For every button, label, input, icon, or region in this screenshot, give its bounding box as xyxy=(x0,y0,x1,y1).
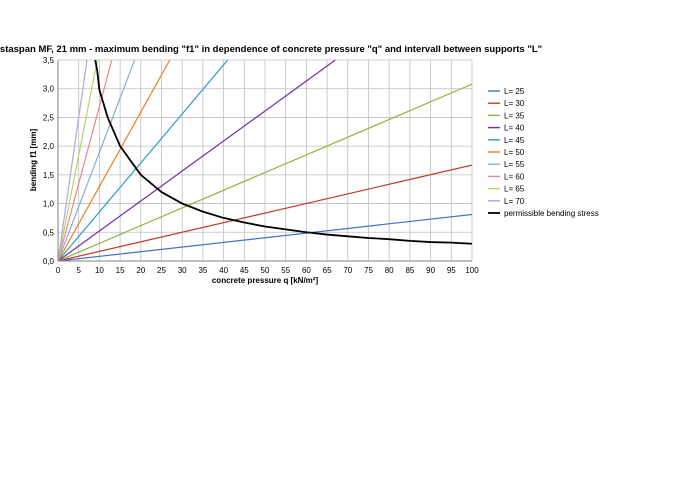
x-tick-label: 35 xyxy=(198,266,207,275)
x-tick-label: 5 xyxy=(76,266,81,275)
legend-label: L= 25 xyxy=(504,87,525,96)
series-line-6 xyxy=(58,60,171,261)
x-tick-label: 65 xyxy=(323,266,332,275)
y-tick-label: 1,5 xyxy=(43,171,55,180)
x-tick-label: 60 xyxy=(302,266,311,275)
x-tick-labels: 0 5 10 15 20 25 30 35 40 45 50 55 60 65 70 75 80 85 90 95 10… xyxy=(56,266,479,275)
series-line-10 xyxy=(58,60,88,261)
series-line-8 xyxy=(58,60,113,261)
legend-label: L= 50 xyxy=(504,148,525,157)
legend: L= 25 L= 30 L= 35 L= 40 L= 45 L= 50 L= 55 L= 60… xyxy=(488,87,599,218)
legend-label: L= 40 xyxy=(504,124,525,133)
x-tick-label: 55 xyxy=(281,266,290,275)
series-line-3 xyxy=(58,83,472,261)
y-tick-label: 0,5 xyxy=(43,228,55,237)
series-line-11 xyxy=(94,60,472,245)
x-tick-label: 25 xyxy=(157,266,166,275)
x-tick-label: 30 xyxy=(178,266,187,275)
x-tick-label: 40 xyxy=(219,266,228,275)
series-line-7 xyxy=(58,60,136,261)
x-tick-label: 10 xyxy=(95,266,104,275)
x-tick-label: 20 xyxy=(136,266,145,275)
series-line-5 xyxy=(58,60,229,261)
legend-label: L= 35 xyxy=(504,111,525,120)
x-tick-label: 75 xyxy=(364,266,373,275)
y-tick-label: 2,5 xyxy=(43,113,55,122)
x-tick-label: 15 xyxy=(116,266,125,275)
x-axis-label: concrete pressure q [kN/m²] xyxy=(212,276,319,285)
x-tick-label: 50 xyxy=(261,266,270,275)
series-lines xyxy=(58,60,472,261)
x-tick-label: 80 xyxy=(385,266,394,275)
legend-label: permissible bending stress xyxy=(504,209,599,218)
axes xyxy=(57,60,472,262)
y-tick-label: 2,0 xyxy=(43,142,55,151)
y-tick-label: 0,0 xyxy=(43,257,55,266)
y-axis-label: bending f1 [mm] xyxy=(29,129,38,192)
x-tick-label: 100 xyxy=(465,266,479,275)
x-tick-label: 95 xyxy=(447,266,456,275)
y-tick-labels: 0,0 0,5 1,0 1,5 2,0 2,5 3,0 3,5 xyxy=(43,56,55,266)
series-line-1 xyxy=(58,213,472,261)
series-line-9 xyxy=(58,60,98,261)
legend-label: L= 65 xyxy=(504,185,525,194)
legend-label: L= 60 xyxy=(504,172,525,181)
y-tick-label: 3,0 xyxy=(43,85,55,94)
x-tick-label: 85 xyxy=(405,266,414,275)
series-line-4 xyxy=(58,60,336,261)
legend-label: L= 55 xyxy=(504,160,525,169)
series-line-2 xyxy=(58,164,472,261)
chart-title: Westaspan MF, 21 mm - maximum bending "f… xyxy=(0,44,542,55)
x-tick-label: 90 xyxy=(426,266,435,275)
legend-label: L= 30 xyxy=(504,99,525,108)
x-tick-label: 0 xyxy=(56,266,61,275)
legend-label: L= 70 xyxy=(504,197,525,206)
y-tick-label: 3,5 xyxy=(43,56,55,65)
legend-label: L= 45 xyxy=(504,136,525,145)
grid xyxy=(57,59,473,262)
x-tick-label: 70 xyxy=(343,266,352,275)
y-tick-label: 1,0 xyxy=(43,200,55,209)
x-tick-label: 45 xyxy=(240,266,249,275)
